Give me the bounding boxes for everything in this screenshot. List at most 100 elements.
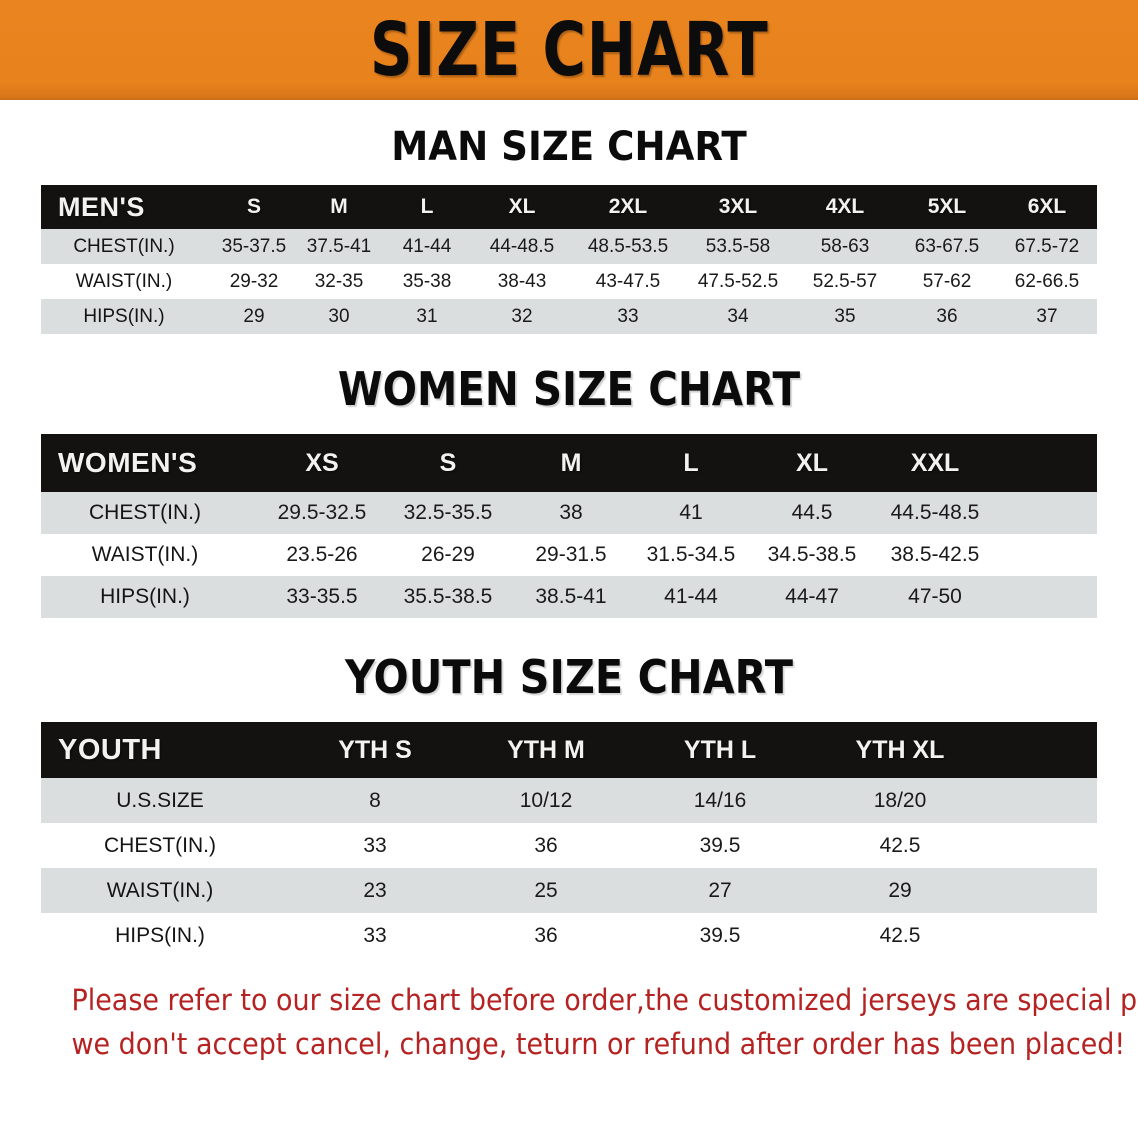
man-hips-2xl: 33: [617, 305, 639, 327]
youth-hips-m: 36: [534, 923, 558, 947]
table-row: HIPS(IN.) 33-35.5 35.5-38.5 38.5-41 41-4…: [41, 576, 1097, 618]
man-waist-2xl: 43-47.5: [595, 270, 661, 292]
youth-hips-s: 33: [363, 923, 387, 947]
youth-table-spacer-col: [993, 722, 1097, 778]
youth-row-label-chest: CHEST(IN.): [104, 833, 216, 857]
women-row-label-chest: CHEST(IN.): [89, 501, 201, 524]
women-row-label-waist: WAIST(IN.): [91, 543, 199, 566]
women-row-spacer: [997, 576, 1097, 618]
man-size-col-s: S: [246, 195, 261, 218]
women-hips-xs: 33-35.5: [286, 585, 358, 608]
man-section-title: MAN SIZE CHART: [391, 124, 747, 170]
women-chest-m: 38: [559, 501, 583, 524]
youth-size-col-xl: YTH XL: [855, 735, 945, 764]
youth-ussize-s: 8: [369, 788, 381, 812]
women-table-header-row: WOMEN'S XS S M L XL XXL: [41, 434, 1097, 492]
women-size-col-xxl: XXL: [910, 448, 960, 477]
women-hips-l: 41-44: [664, 585, 718, 608]
women-hips-xl: 44-47: [785, 585, 839, 608]
youth-section-title: YOUTH SIZE CHART: [345, 650, 793, 704]
women-waist-xs: 23.5-26: [286, 543, 358, 566]
women-chest-xxl: 44.5-48.5: [890, 501, 980, 524]
women-size-col-xs: XS: [305, 448, 339, 477]
man-chest-l: 41-44: [402, 235, 452, 257]
youth-row-spacer: [993, 778, 1097, 823]
man-header-label: MEN'S: [58, 191, 145, 222]
man-size-col-2xl: 2XL: [608, 195, 648, 218]
man-chest-2xl: 48.5-53.5: [587, 235, 669, 257]
youth-header-label: YOUTH: [58, 733, 162, 766]
man-chest-m: 37.5-41: [306, 235, 372, 257]
man-size-col-6xl: 6XL: [1027, 195, 1067, 218]
page-title: SIZE CHART: [369, 7, 769, 93]
women-hips-s: 35.5-38.5: [403, 585, 493, 608]
man-hips-s: 29: [243, 305, 265, 327]
man-size-table: MEN'S S M L XL 2XL 3XL 4XL 5XL 6XL CHEST…: [41, 185, 1097, 334]
youth-size-col-m: YTH M: [507, 735, 585, 764]
man-chest-5xl: 63-67.5: [914, 235, 980, 257]
man-size-col-5xl: 5XL: [927, 195, 967, 218]
table-row: WAIST(IN.) 23 25 27 29: [41, 868, 1097, 913]
man-chest-s: 35-37.5: [221, 235, 287, 257]
youth-row-label-ussize: U.S.SIZE: [116, 788, 204, 812]
youth-waist-xl: 29: [888, 878, 912, 902]
women-header-label: WOMEN'S: [58, 447, 198, 478]
man-waist-6xl: 62-66.5: [1014, 270, 1080, 292]
man-row-label-hips: HIPS(IN.): [83, 305, 165, 327]
youth-row-label-waist: WAIST(IN.): [106, 878, 214, 902]
women-waist-xxl: 38.5-42.5: [890, 543, 980, 566]
women-size-col-l: L: [683, 448, 699, 477]
women-hips-m: 38.5-41: [535, 585, 607, 608]
table-row: CHEST(IN.) 29.5-32.5 32.5-35.5 38 41 44.…: [41, 492, 1097, 534]
man-waist-s: 29-32: [229, 270, 279, 292]
man-table-header-row: MEN'S S M L XL 2XL 3XL 4XL 5XL 6XL: [41, 185, 1097, 229]
youth-row-spacer: [993, 868, 1097, 913]
women-chest-xs: 29.5-32.5: [277, 501, 367, 524]
man-chest-xl: 44-48.5: [489, 235, 555, 257]
table-row: HIPS(IN.) 29 30 31 32 33 34 35 36 37: [41, 299, 1097, 334]
table-row: HIPS(IN.) 33 36 39.5 42.5: [41, 913, 1097, 958]
women-waist-xl: 34.5-38.5: [767, 543, 857, 566]
youth-ussize-m: 10/12: [519, 788, 573, 812]
man-hips-5xl: 36: [936, 305, 958, 327]
youth-hips-xl: 42.5: [879, 923, 921, 947]
youth-size-col-l: YTH L: [683, 735, 757, 764]
man-chest-6xl: 67.5-72: [1014, 235, 1080, 257]
youth-waist-l: 27: [708, 878, 732, 902]
man-waist-5xl: 57-62: [922, 270, 972, 292]
youth-chest-s: 33: [363, 833, 387, 857]
women-waist-m: 29-31.5: [535, 543, 607, 566]
youth-waist-s: 23: [363, 878, 387, 902]
women-row-spacer: [997, 534, 1097, 576]
disclaimer-line-2: we don't accept cancel, change, teturn o…: [71, 1027, 1126, 1061]
women-section-title: WOMEN SIZE CHART: [337, 362, 801, 416]
disclaimer-note: Please refer to our size chart before or…: [71, 978, 1138, 1066]
youth-size-table: YOUTH YTH S YTH M YTH L YTH XL U.S.SIZE …: [41, 722, 1097, 958]
table-row: WAIST(IN.) 29-32 32-35 35-38 38-43 43-47…: [41, 264, 1097, 299]
man-hips-6xl: 37: [1036, 305, 1058, 327]
women-chest-xl: 44.5: [791, 501, 833, 524]
man-hips-xl: 32: [511, 305, 533, 327]
table-row: CHEST(IN.) 35-37.5 37.5-41 41-44 44-48.5…: [41, 229, 1097, 264]
youth-table-header-row: YOUTH YTH S YTH M YTH L YTH XL: [41, 722, 1097, 778]
women-size-col-xl: XL: [796, 448, 828, 477]
women-size-col-s: S: [439, 448, 457, 477]
women-waist-s: 26-29: [421, 543, 475, 566]
youth-waist-m: 25: [534, 878, 558, 902]
women-table-spacer-col: [997, 434, 1097, 492]
youth-chest-l: 39.5: [699, 833, 741, 857]
man-hips-4xl: 35: [834, 305, 856, 327]
table-row: U.S.SIZE 8 10/12 14/16 18/20: [41, 778, 1097, 823]
man-hips-3xl: 34: [727, 305, 749, 327]
disclaimer-line-1: Please refer to our size chart before or…: [71, 983, 1138, 1017]
youth-row-spacer: [993, 823, 1097, 868]
man-waist-m: 32-35: [314, 270, 364, 292]
youth-ussize-xl: 18/20: [873, 788, 927, 812]
man-row-label-chest: CHEST(IN.): [73, 235, 175, 257]
page-banner: SIZE CHART: [0, 0, 1138, 100]
man-waist-xl: 38-43: [497, 270, 547, 292]
youth-ussize-l: 14/16: [693, 788, 747, 812]
women-size-col-m: M: [560, 448, 582, 477]
women-chest-l: 41: [679, 501, 703, 524]
youth-hips-l: 39.5: [699, 923, 741, 947]
